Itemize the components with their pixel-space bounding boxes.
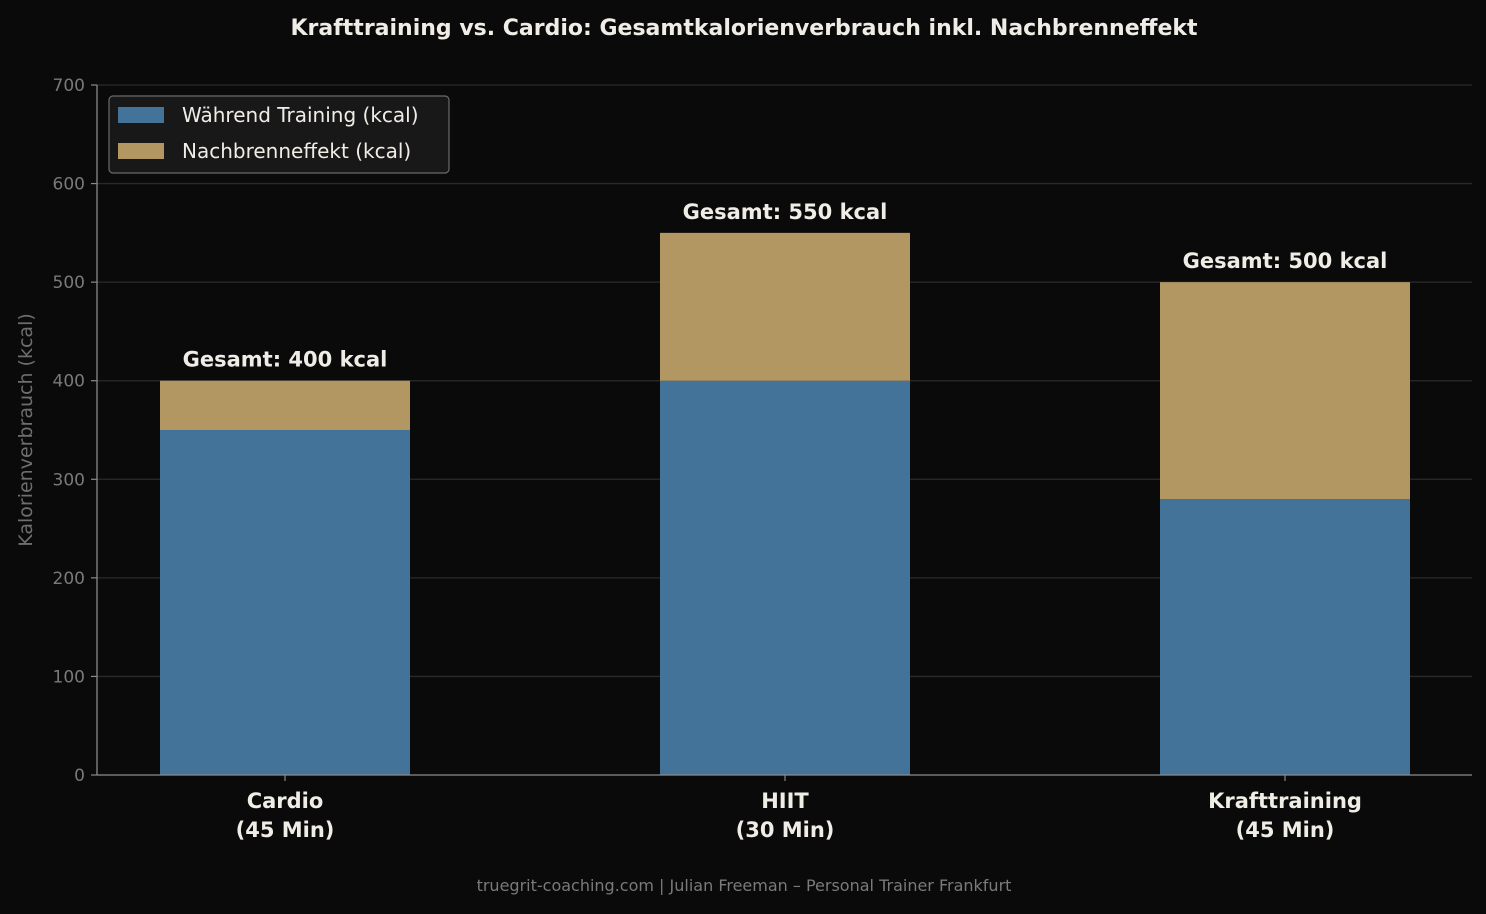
x-tick-label: (45 Min): [1236, 818, 1335, 842]
bar-afterburn: [660, 232, 910, 381]
x-tick-label: Krafttraining: [1208, 789, 1362, 813]
y-tick-label: 700: [53, 76, 85, 96]
legend-label-during: Während Training (kcal): [182, 103, 419, 127]
legend-label-afterburn: Nachbrenneffekt (kcal): [182, 139, 411, 163]
y-axis-label: Kalorienverbrauch (kcal): [15, 313, 37, 547]
x-tick-label: Cardio: [247, 789, 324, 813]
legend-box: [108, 95, 450, 174]
y-tick-label: 400: [53, 372, 85, 392]
y-tick-label: 0: [74, 766, 85, 786]
bar-during: [1160, 499, 1410, 775]
y-tick-label: 300: [53, 470, 85, 490]
bar-afterburn: [1160, 282, 1410, 499]
total-label: Gesamt: 550 kcal: [683, 200, 888, 224]
legend-swatch-afterburn: [118, 143, 164, 159]
bar-during: [160, 430, 410, 775]
legend-swatch-during: [118, 107, 164, 123]
y-tick-label: 500: [53, 273, 85, 293]
chart-title: Krafttraining vs. Cardio: Gesamtkalorien…: [290, 16, 1198, 41]
x-tick-label: (30 Min): [736, 818, 835, 842]
y-tick-label: 200: [53, 569, 85, 589]
y-tick-label: 100: [53, 667, 85, 687]
x-tick-label: HIIT: [761, 789, 809, 813]
total-label: Gesamt: 500 kcal: [1183, 249, 1388, 273]
footer-credit: truegrit-coaching.com | Julian Freeman –…: [477, 876, 1012, 895]
bar-during: [660, 380, 910, 775]
bar-afterburn: [160, 380, 410, 430]
x-tick-label: (45 Min): [236, 818, 335, 842]
y-tick-label: 600: [53, 175, 85, 195]
total-label: Gesamt: 400 kcal: [183, 348, 388, 372]
legend: Während Training (kcal) Nachbrenneffekt …: [108, 95, 450, 174]
